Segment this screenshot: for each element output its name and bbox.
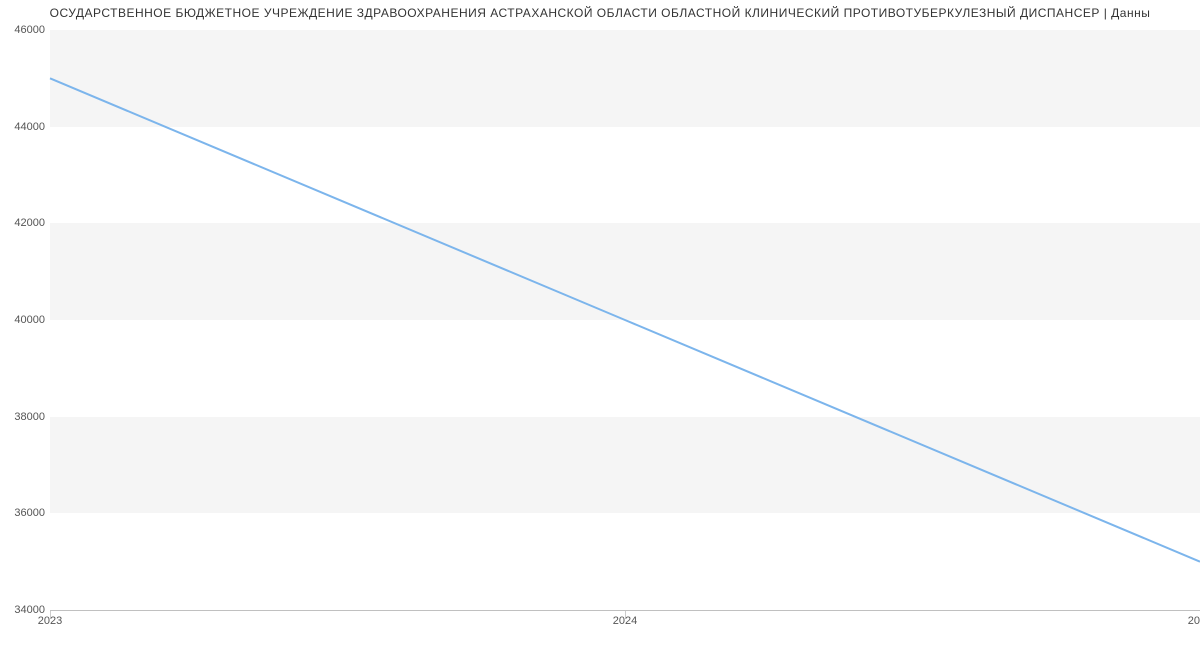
y-tick-label: 42000	[5, 217, 45, 229]
x-tick-label: 2024	[613, 615, 637, 627]
x-tick-label: 2025	[1188, 615, 1200, 627]
y-tick-label: 38000	[5, 411, 45, 423]
chart-title: ОСУДАРСТВЕННОЕ БЮДЖЕТНОЕ УЧРЕЖДЕНИЕ ЗДРА…	[0, 6, 1200, 20]
data-line	[50, 78, 1200, 561]
line-series	[50, 30, 1200, 610]
x-tick-label: 2023	[38, 615, 62, 627]
y-tick-label: 40000	[5, 314, 45, 326]
y-tick-label: 46000	[5, 24, 45, 36]
y-tick-label: 36000	[5, 507, 45, 519]
plot-area	[50, 30, 1200, 610]
y-tick-label: 44000	[5, 121, 45, 133]
